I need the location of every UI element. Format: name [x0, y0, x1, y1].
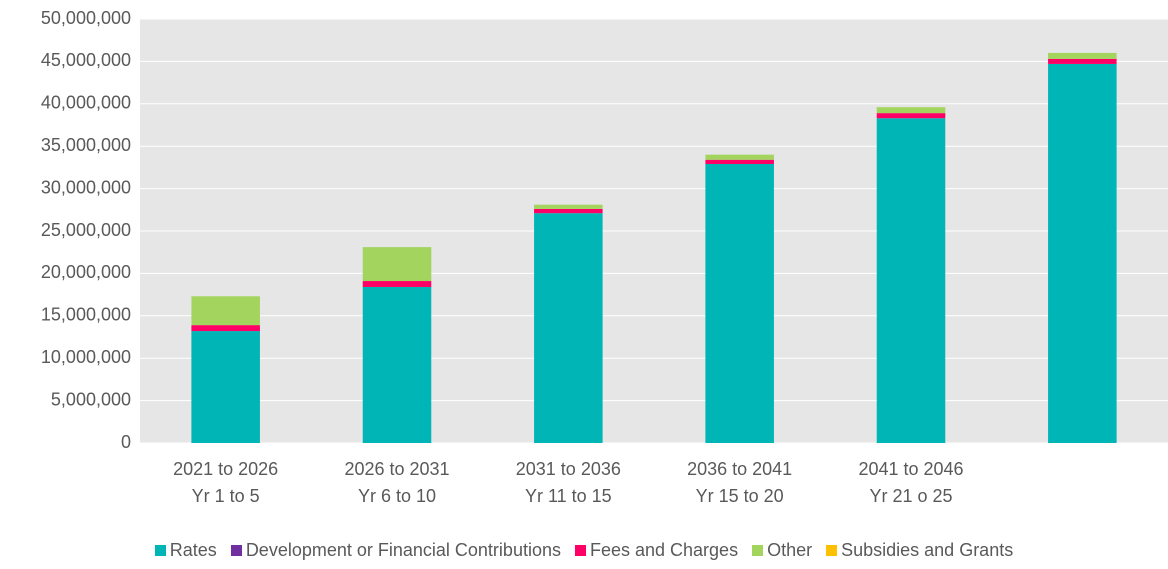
y-tick-label: 15,000,000 — [41, 305, 131, 325]
x-tick-label: 2021 to 2026 Yr 1 to 5 — [173, 459, 279, 506]
bar-segment — [1048, 52, 1117, 59]
y-tick-label: 35,000,000 — [41, 135, 131, 155]
bar-segment — [876, 118, 946, 443]
x-tick-label: 2041 to 2046 Yr 21 o 25 — [858, 459, 964, 506]
y-tick-label: 25,000,000 — [41, 220, 131, 240]
bar-segment — [191, 331, 260, 443]
x-tick-label: 2026 to 2031 Yr 6 to 10 — [344, 459, 450, 506]
legend: Rates Development or Financial Contributi… — [0, 540, 1168, 561]
bar-segment — [534, 213, 603, 443]
bar-segment — [1048, 58, 1117, 64]
legend-label: Development or Financial Contributions — [245, 540, 561, 560]
legend-item: Other — [752, 540, 812, 561]
bar-segment — [362, 286, 432, 443]
legend-label: Rates — [169, 540, 217, 560]
legend-swatch — [154, 545, 166, 556]
bar-segment — [1048, 63, 1117, 443]
x-tick-label: 2031 to 2036 Yr 11 to 15 — [515, 459, 621, 506]
legend-swatch — [826, 545, 838, 556]
legend-swatch — [230, 545, 242, 556]
bar-segment — [191, 325, 260, 332]
legend-item: Rates — [154, 540, 217, 561]
bar-segment — [534, 204, 603, 209]
y-tick-label: 10,000,000 — [41, 347, 131, 367]
x-tick-label: 2036 to 2041 Yr 15 to 20 — [687, 459, 793, 506]
legend-label: Other — [767, 540, 813, 560]
bar-segment — [705, 164, 774, 443]
bar-segment — [191, 296, 260, 326]
bar-segment — [705, 154, 774, 160]
y-tick-label: 20,000,000 — [41, 262, 131, 282]
bar-segment — [362, 247, 432, 282]
legend-label: Subsidies and Grants — [841, 540, 1014, 560]
legend-item: Fees and Charges — [574, 540, 739, 561]
bar-segment — [876, 107, 946, 114]
y-tick-label: 30,000,000 — [41, 177, 131, 197]
legend-swatch — [574, 545, 586, 556]
y-tick-label: 0 — [121, 432, 131, 452]
bar-segment — [534, 208, 603, 214]
y-tick-label: 40,000,000 — [41, 93, 131, 113]
legend-swatch — [752, 545, 764, 556]
legend-item: Development or Financial Contributions — [230, 540, 561, 561]
y-tick-label: 45,000,000 — [41, 50, 131, 70]
y-tick-label: 5,000,000 — [51, 389, 131, 409]
y-tick-label: 50,000,000 — [41, 8, 131, 28]
bar-segment — [705, 159, 774, 165]
legend-item: Subsidies and Grants — [826, 540, 1013, 561]
legend-label: Fees and Charges — [589, 540, 739, 560]
bar-segment — [362, 281, 432, 287]
bar-segment — [876, 113, 946, 119]
